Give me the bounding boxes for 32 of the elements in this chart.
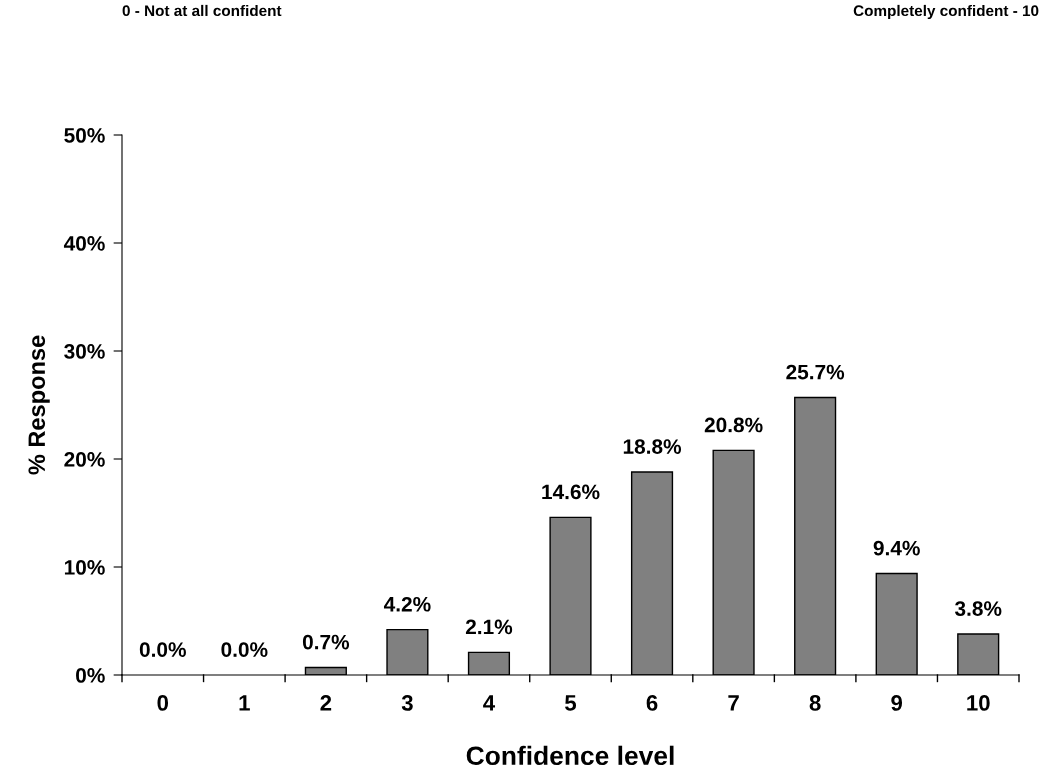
x-tick-label: 4 [483, 695, 496, 711]
y-tick-label: 50% [64, 128, 105, 143]
data-label: 4.2% [383, 596, 431, 612]
y-axis-title: % Response [28, 335, 50, 475]
text: Completely confident - 10 [853, 4, 1039, 20]
data-label: 20.8% [704, 417, 763, 433]
x-tick-label: 3 [401, 695, 413, 711]
y-tick-label: 40% [63, 236, 105, 251]
x-tick-label: 8 [809, 695, 821, 711]
x-tick-label: 9 [891, 695, 903, 711]
data-label: 3.8% [954, 601, 1002, 616]
data-label: 18.8% [623, 439, 682, 454]
x-tick-label: 7 [728, 695, 739, 711]
y-tick-label: 10% [64, 560, 105, 575]
x-axis-title: Confidence level [466, 745, 674, 766]
text: 0 - Not at all confident [122, 4, 282, 17]
data-label: 0.0% [221, 642, 268, 657]
y-tick-label: 0% [76, 668, 105, 683]
x-tick-label: 5 [565, 695, 577, 711]
data-label: 0.7% [302, 634, 350, 650]
y-tick-label: 20% [64, 452, 105, 467]
data-label: 14.6% [542, 484, 600, 500]
x-tick-label: 2 [320, 695, 332, 711]
data-label: 25.7% [786, 364, 845, 380]
data-label: 9.4% [873, 540, 920, 556]
data-label: 2.1% [465, 619, 513, 635]
x-tick-label: 0 [157, 695, 169, 711]
x-tick-label: 6 [646, 695, 658, 711]
x-tick-label: 10 [967, 695, 990, 711]
y-tick-label: 30% [64, 344, 105, 359]
data-label: 0.0% [139, 642, 186, 657]
x-tick-label: 1 [239, 695, 250, 711]
